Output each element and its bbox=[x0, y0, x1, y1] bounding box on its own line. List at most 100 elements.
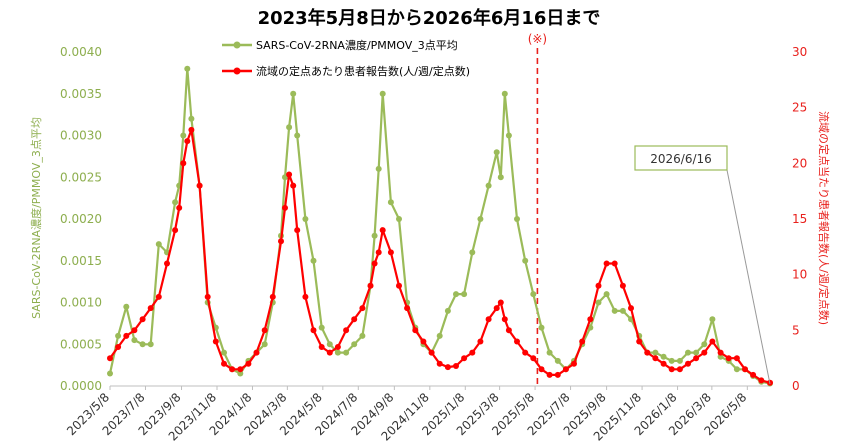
data-point-patients bbox=[184, 138, 191, 145]
right-tick-label: 5 bbox=[792, 323, 800, 337]
data-point-rna bbox=[668, 357, 675, 364]
data-point-rna bbox=[477, 216, 484, 222]
data-point-rna bbox=[611, 307, 618, 314]
right-tick-label: 25 bbox=[792, 101, 807, 115]
data-point-patients bbox=[485, 316, 492, 323]
data-point-patients bbox=[603, 260, 610, 267]
data-point-rna bbox=[131, 337, 138, 344]
data-point-rna bbox=[343, 349, 350, 356]
data-point-rna bbox=[396, 216, 402, 222]
data-point-patients bbox=[237, 366, 244, 373]
data-point-rna bbox=[485, 182, 492, 189]
data-point-rna bbox=[676, 357, 683, 364]
data-point-patients bbox=[497, 299, 504, 306]
data-point-patients bbox=[562, 366, 569, 373]
data-point-patients bbox=[750, 371, 757, 378]
data-point-rna bbox=[371, 232, 378, 239]
data-point-rna bbox=[709, 316, 716, 323]
data-point-patients bbox=[387, 249, 394, 256]
right-tick-label: 10 bbox=[792, 268, 807, 282]
data-point-rna bbox=[115, 332, 122, 339]
left-tick-label: 0.0015 bbox=[60, 254, 102, 268]
data-point-rna bbox=[147, 341, 154, 348]
data-point-rna bbox=[180, 132, 187, 139]
data-point-patients bbox=[351, 316, 358, 323]
data-point-patients bbox=[742, 366, 748, 373]
data-point-patients bbox=[461, 355, 468, 362]
data-point-patients bbox=[412, 327, 419, 334]
chart-title: 2023年5月8日から2026年6月16日まで bbox=[258, 7, 601, 29]
data-point-patients bbox=[131, 327, 138, 334]
data-point-rna bbox=[184, 65, 191, 72]
data-point-rna bbox=[326, 341, 333, 348]
data-point-rna bbox=[123, 303, 130, 310]
data-point-patients bbox=[530, 355, 537, 362]
data-point-patients bbox=[155, 293, 162, 300]
data-point-patients bbox=[428, 349, 435, 356]
legend: SARS-CoV-2RNA濃度/PMMOV_3点平均 流域の定点あたり患者報告数… bbox=[222, 38, 470, 78]
data-point-rna bbox=[290, 90, 297, 97]
data-point-rna bbox=[444, 307, 451, 314]
data-point-rna bbox=[619, 307, 626, 314]
callout-date-label: 2026/6/16 bbox=[650, 152, 712, 166]
data-point-patients bbox=[245, 360, 252, 367]
data-point-rna bbox=[733, 366, 740, 373]
data-point-rna bbox=[310, 257, 317, 264]
data-point-patients bbox=[404, 305, 411, 312]
data-point-patients bbox=[326, 349, 333, 356]
data-point-patients bbox=[453, 363, 459, 369]
left-tick-label: 0.0010 bbox=[60, 296, 102, 310]
data-point-rna bbox=[359, 332, 366, 339]
data-point-patients bbox=[579, 338, 586, 345]
data-point-patients bbox=[514, 338, 520, 345]
data-point-patients bbox=[636, 338, 643, 345]
legend-rna-label: SARS-CoV-2RNA濃度/PMMOV_3点平均 bbox=[256, 38, 458, 52]
data-point-rna bbox=[286, 124, 293, 131]
legend-patients-marker bbox=[233, 67, 241, 75]
data-point-patients bbox=[477, 338, 484, 345]
data-point-patients bbox=[212, 338, 219, 345]
left-tick-label: 0.0000 bbox=[60, 379, 102, 393]
data-point-rna bbox=[538, 324, 545, 331]
data-point-rna bbox=[469, 249, 476, 256]
data-point-patients bbox=[176, 204, 183, 211]
data-point-rna bbox=[530, 291, 537, 298]
data-point-patients bbox=[571, 360, 577, 367]
data-point-patients bbox=[685, 360, 691, 367]
data-point-rna bbox=[107, 370, 113, 377]
left-tick-label: 0.0005 bbox=[60, 337, 102, 351]
data-point-patients bbox=[444, 364, 451, 371]
data-point-patients bbox=[619, 282, 626, 289]
left-tick-label: 0.0025 bbox=[60, 170, 102, 184]
legend-rna-marker bbox=[233, 41, 241, 49]
data-point-patients bbox=[147, 305, 154, 312]
data-point-patients bbox=[587, 316, 594, 323]
data-point-patients bbox=[554, 371, 561, 378]
data-point-patients bbox=[123, 332, 130, 339]
data-point-rna bbox=[453, 291, 459, 298]
data-point-patients bbox=[196, 182, 203, 189]
data-point-patients bbox=[294, 227, 301, 234]
data-point-rna bbox=[717, 353, 724, 360]
data-point-patients bbox=[375, 249, 382, 256]
callout-leader-line bbox=[726, 169, 771, 385]
data-point-rna bbox=[172, 199, 179, 206]
data-point-patients bbox=[505, 327, 512, 334]
data-point-patients bbox=[676, 366, 683, 373]
data-point-rna bbox=[603, 291, 610, 298]
data-point-patients bbox=[717, 349, 724, 356]
right-tick-label: 0 bbox=[792, 379, 800, 393]
data-point-rna bbox=[554, 357, 561, 364]
data-point-rna bbox=[387, 199, 394, 206]
data-point-patients bbox=[204, 293, 211, 300]
data-point-rna bbox=[379, 90, 386, 97]
data-point-patients bbox=[139, 316, 146, 323]
data-point-patients bbox=[253, 349, 260, 356]
data-point-rna bbox=[685, 349, 691, 356]
right-tick-label: 30 bbox=[792, 45, 807, 59]
data-point-rna bbox=[155, 241, 162, 248]
data-point-patients bbox=[652, 355, 659, 362]
callout-box bbox=[634, 145, 728, 171]
data-point-patients bbox=[493, 305, 500, 312]
data-point-rna bbox=[139, 341, 146, 348]
